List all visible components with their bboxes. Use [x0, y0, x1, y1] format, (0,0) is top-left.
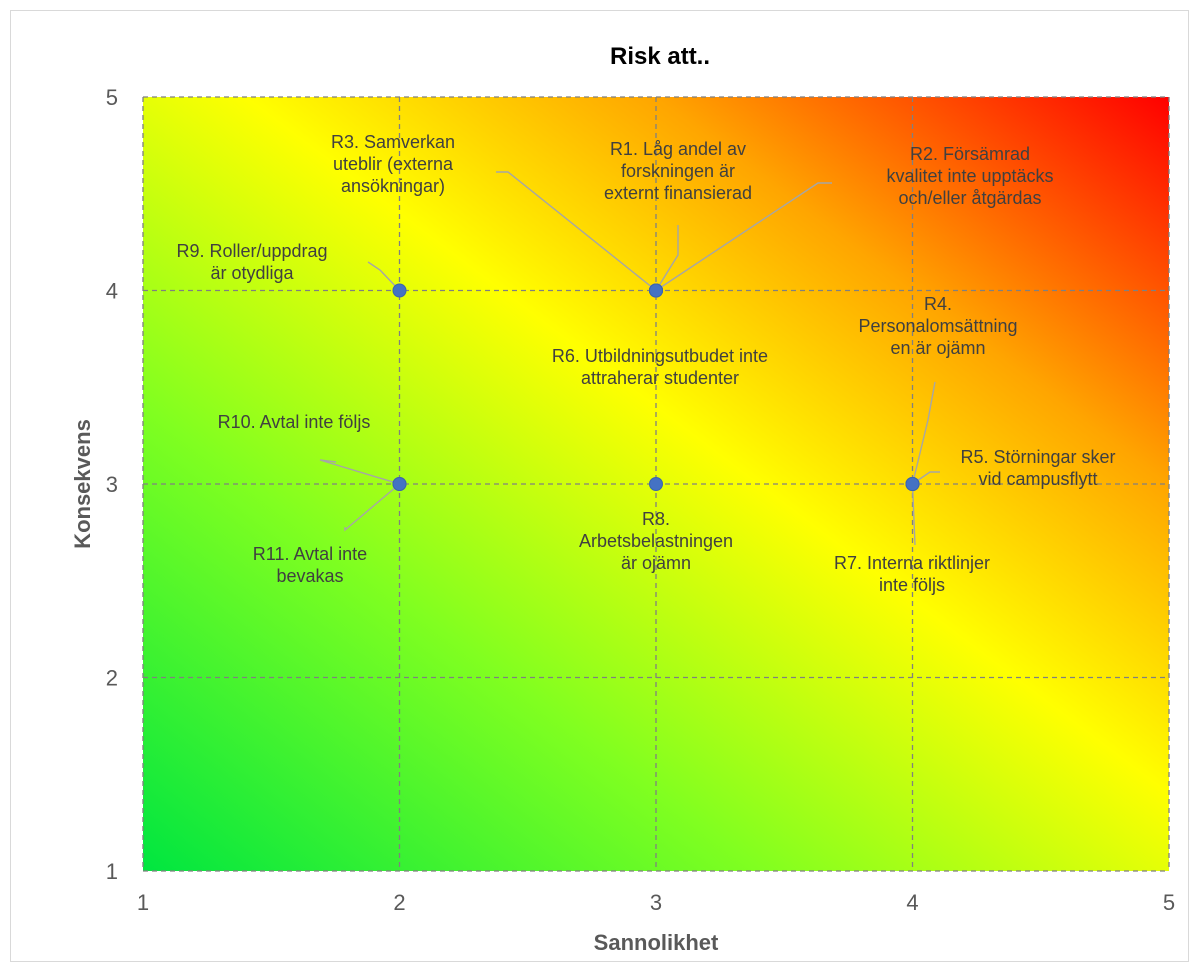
y-tick-label: 3 [106, 472, 118, 497]
x-axis-title: Sannolikhet [594, 930, 719, 955]
data-point-r8 [650, 478, 663, 491]
x-tick-label: 5 [1163, 890, 1175, 915]
y-tick-label: 2 [106, 666, 118, 691]
data-point-r6 [650, 284, 663, 297]
x-tick-label: 2 [393, 890, 405, 915]
data-point-r7 [906, 478, 919, 491]
data-label-r3: R3. Samverkan uteblir (externa ansökningar… [331, 132, 455, 196]
x-tick-label: 1 [137, 890, 149, 915]
data-point-r11 [393, 478, 406, 491]
x-tick-label: 3 [650, 890, 662, 915]
data-label-r1: R1. Låg andel av forskningen är externt fi… [604, 139, 752, 203]
data-label-r2: R2. Försämrad kvalitet inte upptäcks och/e… [886, 144, 1053, 208]
data-label-r10: R10. Avtal inte följs [218, 412, 371, 432]
y-axis-title: Konsekvens [70, 419, 95, 549]
data-point-r9 [393, 284, 406, 297]
y-tick-label: 1 [106, 859, 118, 884]
y-tick-label: 4 [106, 279, 118, 304]
x-tick-label: 4 [906, 890, 918, 915]
y-tick-label: 5 [106, 85, 118, 110]
chart-title: Risk att.. [610, 43, 710, 70]
